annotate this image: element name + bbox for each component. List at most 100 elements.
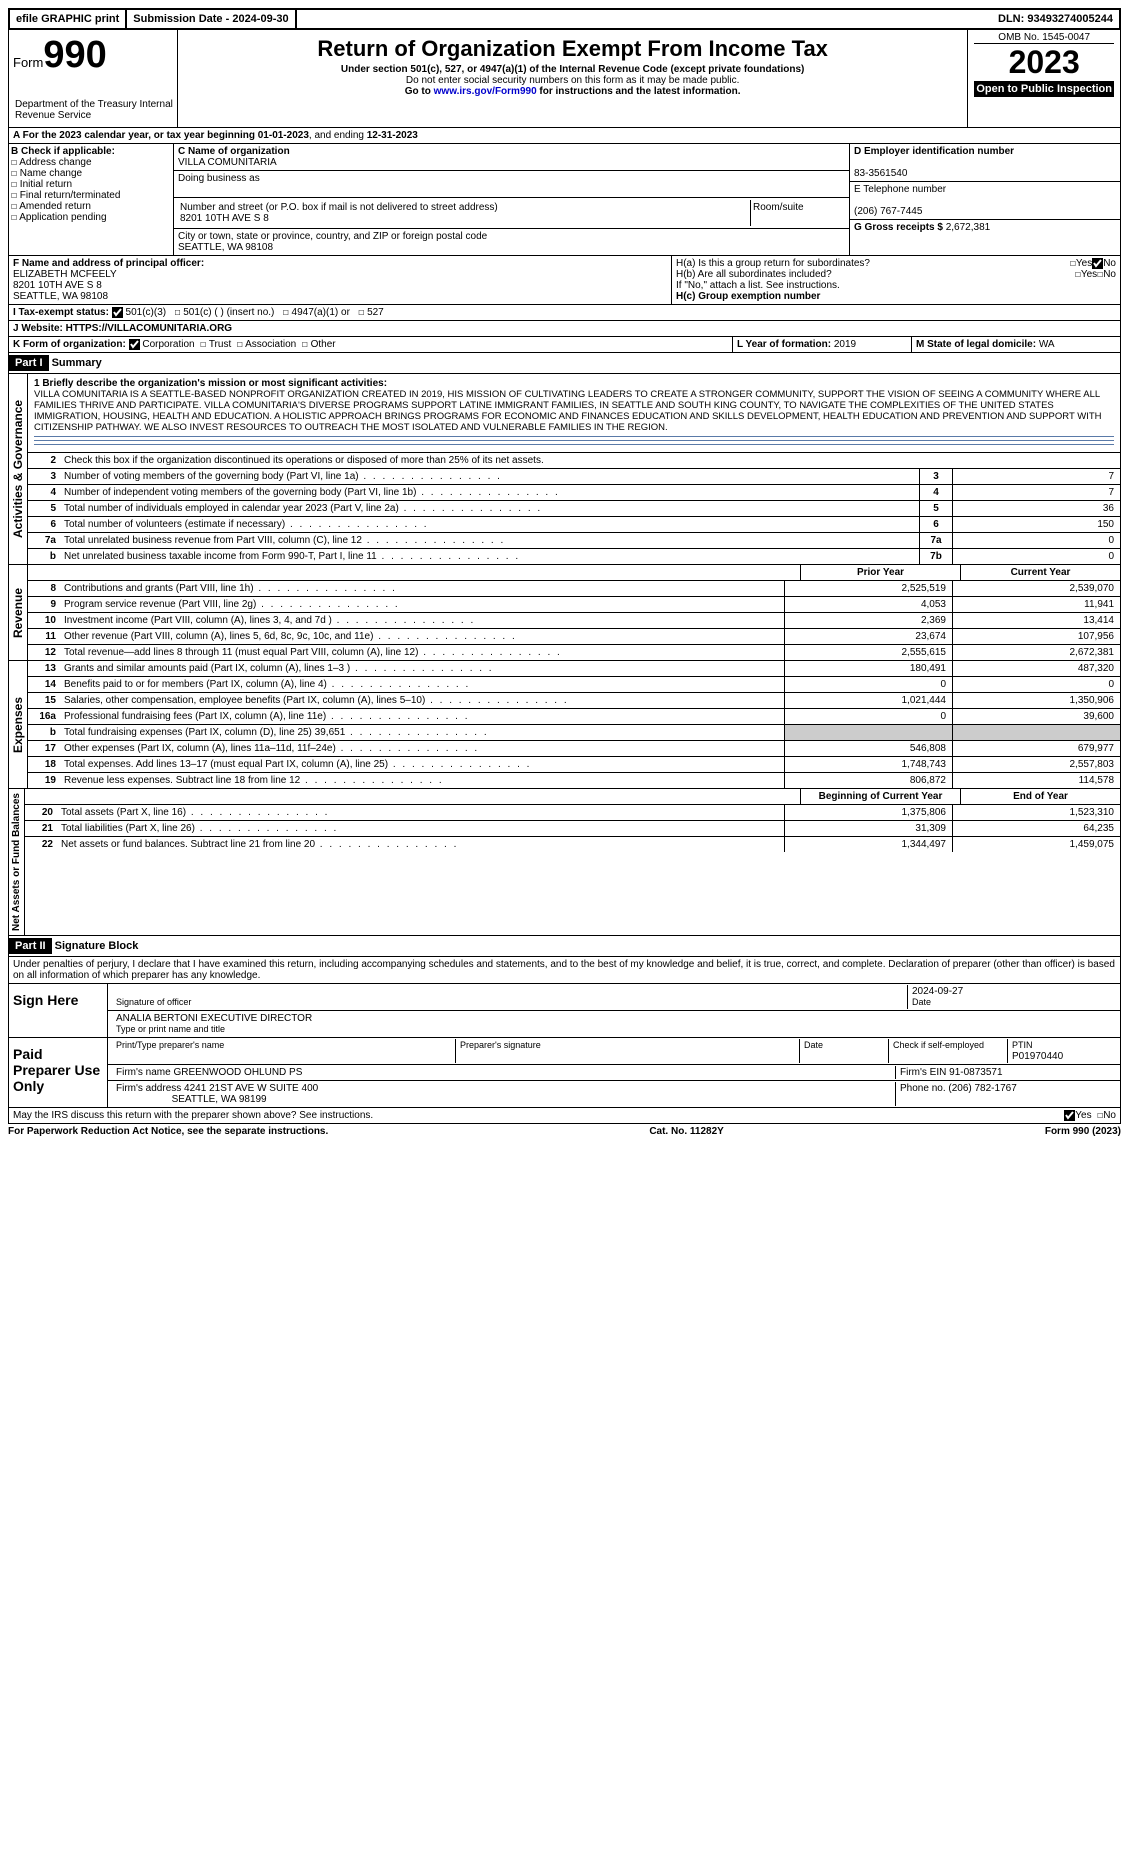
line2: Check this box if the organization disco…	[60, 453, 1120, 468]
tel-label: E Telephone number	[854, 184, 946, 195]
efile-label: efile GRAPHIC print	[10, 10, 127, 28]
tab-netassets: Net Assets or Fund Balances	[9, 789, 25, 935]
year-formation: 2019	[834, 339, 856, 350]
line-12: 12Total revenue—add lines 8 through 11 (…	[28, 645, 1120, 660]
firm-phone: (206) 782-1767	[948, 1083, 1016, 1094]
hc-label: H(c) Group exemption number	[676, 291, 820, 302]
line-6: 6Total number of volunteers (estimate if…	[28, 517, 1120, 533]
line-18: 18Total expenses. Add lines 13–17 (must …	[28, 757, 1120, 773]
hb-label: H(b) Are all subordinates included?	[676, 269, 1075, 280]
sig-date: 2024-09-27	[912, 986, 963, 997]
line-5: 5Total number of individuals employed in…	[28, 501, 1120, 517]
part1-governance: Activities & Governance 1 Briefly descri…	[8, 374, 1121, 565]
line-11: 11Other revenue (Part VIII, column (A), …	[28, 629, 1120, 645]
tab-revenue: Revenue	[9, 565, 28, 660]
city: SEATTLE, WA 98108	[178, 242, 273, 253]
line-15: 15Salaries, other compensation, employee…	[28, 693, 1120, 709]
line-20: 20Total assets (Part X, line 16)1,375,80…	[25, 805, 1120, 821]
telephone: (206) 767-7445	[854, 206, 922, 217]
line-16a: 16aProfessional fundraising fees (Part I…	[28, 709, 1120, 725]
row-a: A For the 2023 calendar year, or tax yea…	[8, 128, 1121, 144]
signature-block: Under penalties of perjury, I declare th…	[8, 957, 1121, 1124]
col-b-checkboxes: B Check if applicable: ☐ Address change☐…	[9, 144, 174, 255]
perjury-statement: Under penalties of perjury, I declare th…	[9, 957, 1120, 984]
street-label: Number and street (or P.O. box if mail i…	[180, 202, 498, 213]
col-prior: Prior Year	[800, 565, 960, 580]
checkbox-checked-icon	[112, 307, 123, 318]
title-block: Return of Organization Exempt From Incom…	[177, 30, 968, 127]
dln: DLN: 93493274005244	[992, 10, 1119, 28]
checkbox-amended-return[interactable]: ☐ Amended return	[11, 201, 171, 212]
paid-preparer-label: Paid Preparer Use Only	[9, 1038, 108, 1107]
dba-label: Doing business as	[178, 173, 260, 184]
discuss-question: May the IRS discuss this return with the…	[13, 1110, 1064, 1121]
part1-header: Part I Summary	[8, 353, 1121, 374]
entity-grid: B Check if applicable: ☐ Address change☐…	[8, 144, 1121, 256]
org-name-label: C Name of organization	[178, 146, 290, 157]
line-17: 17Other expenses (Part IX, column (A), l…	[28, 741, 1120, 757]
line-21: 21Total liabilities (Part X, line 26)31,…	[25, 821, 1120, 837]
pra-notice: For Paperwork Reduction Act Notice, see …	[8, 1126, 328, 1137]
firm-name: GREENWOOD OHLUND PS	[173, 1067, 302, 1078]
mission-text: VILLA COMUNITARIA IS A SEATTLE-BASED NON…	[34, 389, 1102, 433]
checkbox-application-pending[interactable]: ☐ Application pending	[11, 212, 171, 223]
state-domicile: WA	[1039, 339, 1055, 350]
ein: 83-3561540	[854, 168, 907, 179]
gross-label: G Gross receipts $	[854, 222, 946, 233]
line-8: 8Contributions and grants (Part VIII, li…	[28, 581, 1120, 597]
checkbox-checked-icon	[1092, 258, 1103, 269]
open-to-public: Open to Public Inspection	[974, 81, 1114, 97]
officer-addr2: SEATTLE, WA 98108	[13, 291, 108, 302]
checkbox-checked-icon	[1064, 1110, 1075, 1121]
room-label: Room/suite	[753, 202, 804, 213]
line-13: 13Grants and similar amounts paid (Part …	[28, 661, 1120, 677]
officer-addr1: 8201 10TH AVE S 8	[13, 280, 102, 291]
ein-label: D Employer identification number	[854, 146, 1014, 157]
ha-label: H(a) Is this a group return for subordin…	[676, 258, 1070, 269]
officer-name: ELIZABETH MCFEELY	[13, 269, 117, 280]
checkbox-checked-icon	[129, 339, 140, 350]
checkbox-final-return-terminated[interactable]: ☐ Final return/terminated	[11, 190, 171, 201]
row-k-l-m: K Form of organization: Corporation ☐ Tr…	[8, 337, 1121, 353]
line-9: 9Program service revenue (Part VIII, lin…	[28, 597, 1120, 613]
line-19: 19Revenue less expenses. Subtract line 1…	[28, 773, 1120, 788]
line-22: 22Net assets or fund balances. Subtract …	[25, 837, 1120, 852]
omb-number: OMB No. 1545-0047	[974, 32, 1114, 44]
line-b: bTotal fundraising expenses (Part IX, co…	[28, 725, 1120, 741]
mission-label: 1 Briefly describe the organization's mi…	[34, 378, 387, 389]
tax-year: 2023	[974, 44, 1114, 81]
line-3: 3Number of voting members of the governi…	[28, 469, 1120, 485]
header: Form990 Department of the Treasury Inter…	[8, 30, 1121, 128]
sign-here-label: Sign Here	[9, 984, 108, 1037]
gross-receipts: 2,672,381	[946, 222, 991, 233]
subtitle-1: Under section 501(c), 527, or 4947(a)(1)…	[182, 64, 963, 75]
part1-expenses: Expenses 13Grants and similar amounts pa…	[8, 661, 1121, 789]
form-title: Return of Organization Exempt From Incom…	[182, 36, 963, 62]
website[interactable]: HTTPS://VILLACOMUNITARIA.ORG	[66, 323, 232, 334]
form-word: Form	[13, 55, 43, 70]
instructions-link[interactable]: www.irs.gov/Form990	[434, 86, 537, 97]
tab-expenses: Expenses	[9, 661, 28, 788]
ptin: P01970440	[1012, 1051, 1063, 1062]
col-c: C Name of organizationVILLA COMUNITARIA …	[174, 144, 849, 255]
year-box: OMB No. 1545-0047 2023 Open to Public In…	[968, 30, 1120, 127]
checkbox-name-change[interactable]: ☐ Name change	[11, 168, 171, 179]
checkbox-initial-return[interactable]: ☐ Initial return	[11, 179, 171, 190]
officer-sig-name: ANALIA BERTONI EXECUTIVE DIRECTOR	[116, 1013, 312, 1024]
line-7b: bNet unrelated business taxable income f…	[28, 549, 1120, 564]
form-number: 990	[43, 34, 106, 76]
part1-netassets: Net Assets or Fund Balances Beginning of…	[8, 789, 1121, 936]
org-name: VILLA COMUNITARIA	[178, 157, 277, 168]
page-footer: For Paperwork Reduction Act Notice, see …	[8, 1124, 1121, 1139]
part1-revenue: Revenue Prior YearCurrent Year 8Contribu…	[8, 565, 1121, 661]
row-j: J Website: HTTPS://VILLACOMUNITARIA.ORG	[8, 321, 1121, 337]
line-4: 4Number of independent voting members of…	[28, 485, 1120, 501]
submission-date: Submission Date - 2024-09-30	[127, 10, 296, 28]
row-f-h: F Name and address of principal officer:…	[8, 256, 1121, 305]
checkbox-address-change[interactable]: ☐ Address change	[11, 157, 171, 168]
hb-note: If "No," attach a list. See instructions…	[676, 280, 1116, 291]
city-label: City or town, state or province, country…	[178, 231, 487, 242]
row-i: I Tax-exempt status: 501(c)(3) ☐ 501(c) …	[8, 305, 1121, 321]
col-eoy: End of Year	[960, 789, 1120, 804]
cat-no: Cat. No. 11282Y	[328, 1126, 1045, 1137]
